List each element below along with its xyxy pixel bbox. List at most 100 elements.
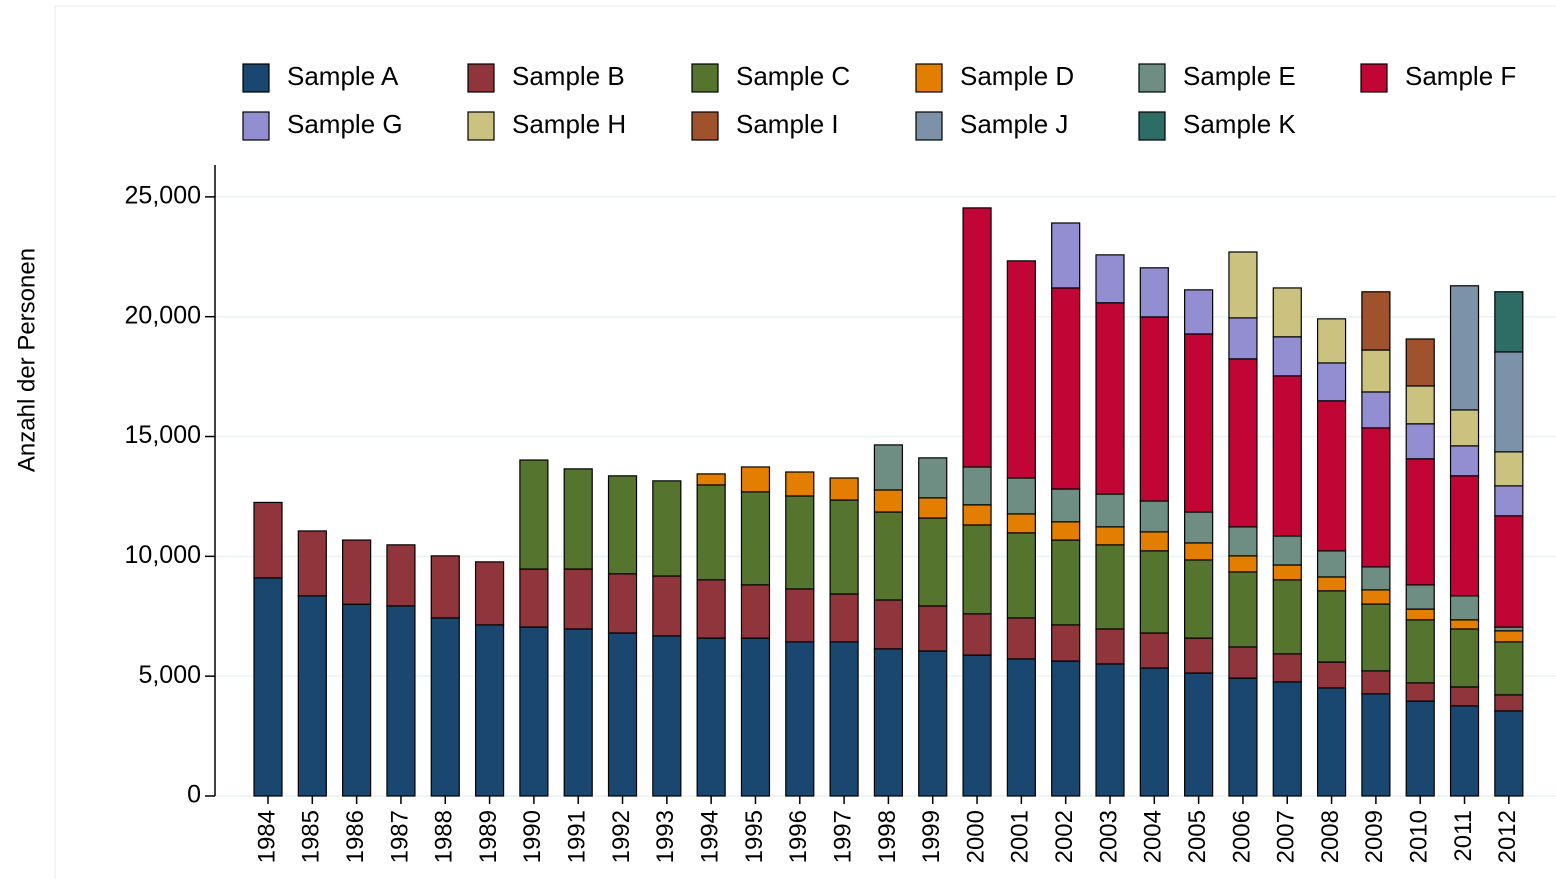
bar-segment <box>1272 681 1302 797</box>
bar-segment <box>1184 289 1214 335</box>
bar-segment <box>785 495 815 590</box>
bar-segment <box>1405 682 1435 702</box>
bar-segment <box>1361 349 1391 393</box>
bar-segment <box>962 613 992 656</box>
bar-segment <box>1494 291 1524 353</box>
bar-segment <box>696 473 726 486</box>
bar-segment <box>1405 619 1435 684</box>
legend-swatch <box>691 111 719 141</box>
bar-segment <box>1095 544 1125 630</box>
legend-label: Sample A <box>287 61 399 91</box>
bar-segment <box>1361 603 1391 672</box>
bar-segment <box>1449 285 1480 411</box>
x-tick-label: 1985 <box>298 810 325 863</box>
legend-label: Sample C <box>736 61 850 91</box>
x-tick-label: 1990 <box>519 810 546 863</box>
x-tick-label: 1996 <box>785 810 812 863</box>
bar-segment <box>1405 584 1435 610</box>
bar-segment <box>740 584 771 639</box>
bar-segment <box>1184 637 1214 674</box>
bar-segment <box>918 517 948 607</box>
bar-segment <box>740 637 771 797</box>
bar-segment <box>696 579 726 639</box>
bar-segment <box>1139 267 1169 318</box>
bar-segment <box>1361 670 1391 695</box>
x-tick-label: 2011 <box>1450 810 1477 862</box>
bar-segment <box>1272 564 1302 581</box>
y-tick-label: 10,000 <box>125 541 201 569</box>
legend-swatch <box>467 111 495 141</box>
bar-segment <box>1272 375 1302 537</box>
bar-segment <box>740 466 771 493</box>
legend-swatch <box>1138 111 1166 141</box>
bar-segment <box>829 641 859 797</box>
bar-segment <box>962 207 992 468</box>
bar-segment <box>1494 710 1524 797</box>
x-tick-label: 2007 <box>1273 810 1300 863</box>
x-tick-label: 1986 <box>342 810 369 863</box>
bar-segment <box>607 475 638 575</box>
bar-segment <box>918 605 948 652</box>
bar-segment <box>1449 445 1480 477</box>
bar-segment <box>1405 700 1435 797</box>
bar-segment <box>1272 653 1302 683</box>
legend-label: Sample J <box>960 109 1068 139</box>
bar-segment <box>1006 477 1036 515</box>
x-tick-label: 1989 <box>475 810 502 863</box>
bar-segment <box>342 603 372 797</box>
bar-segment <box>652 635 682 797</box>
bar-segment <box>652 480 682 577</box>
bar-segment <box>474 561 505 626</box>
x-tick-label: 1987 <box>386 810 413 863</box>
bar-segment <box>1139 500 1169 533</box>
legend-label: Sample I <box>736 109 839 139</box>
x-tick-label: 2000 <box>962 810 989 863</box>
bar-segment <box>1316 318 1347 364</box>
bar-segment <box>386 544 416 607</box>
bar-segment <box>1139 316 1169 502</box>
bar-segment <box>1272 579 1302 655</box>
bar-segment <box>740 491 771 586</box>
bar-segment <box>563 468 593 570</box>
bar-segment <box>1449 595 1480 621</box>
bar-segment <box>1184 672 1214 797</box>
x-tick-label: 2002 <box>1051 810 1078 863</box>
bar-segment <box>918 497 948 519</box>
legend-label: Sample K <box>1183 109 1296 139</box>
bar-segment <box>474 624 505 797</box>
legend-swatch <box>242 63 270 93</box>
bar-segment <box>962 504 992 526</box>
bar-segment <box>1228 646 1258 679</box>
bar-segment <box>1051 287 1081 490</box>
bar-segment <box>873 648 904 797</box>
legend-swatch <box>467 63 495 93</box>
bar-segment <box>1051 521 1081 541</box>
bar-segment <box>1051 222 1081 289</box>
x-tick-label: 2004 <box>1140 810 1167 863</box>
x-tick-label: 1992 <box>608 810 635 863</box>
bar-segment <box>1405 385 1435 425</box>
bar-segment <box>1449 686 1480 707</box>
x-tick-label: 2008 <box>1317 810 1344 863</box>
bar-segment <box>1449 409 1480 447</box>
bar-segment <box>1316 590 1347 663</box>
frame <box>54 5 1556 879</box>
bar-segment <box>873 599 904 650</box>
bar-segment <box>1449 619 1480 630</box>
bar-segment <box>1361 589 1391 605</box>
bar-segment <box>829 499 859 595</box>
bar-segment <box>1494 630 1524 643</box>
bar-segment <box>829 477 859 501</box>
bar-segment <box>430 555 460 619</box>
bar-segment <box>1272 287 1302 338</box>
legend-label: Sample G <box>287 109 403 139</box>
bar-segment <box>1361 427 1391 568</box>
bar-segment <box>519 459 549 570</box>
bar-segment <box>386 605 416 797</box>
legend-label: Sample E <box>1183 61 1296 91</box>
bar-segment <box>1272 535 1302 566</box>
bar-segment <box>1405 608 1435 621</box>
bar-segment <box>962 524 992 615</box>
bar-segment <box>1228 358 1258 528</box>
